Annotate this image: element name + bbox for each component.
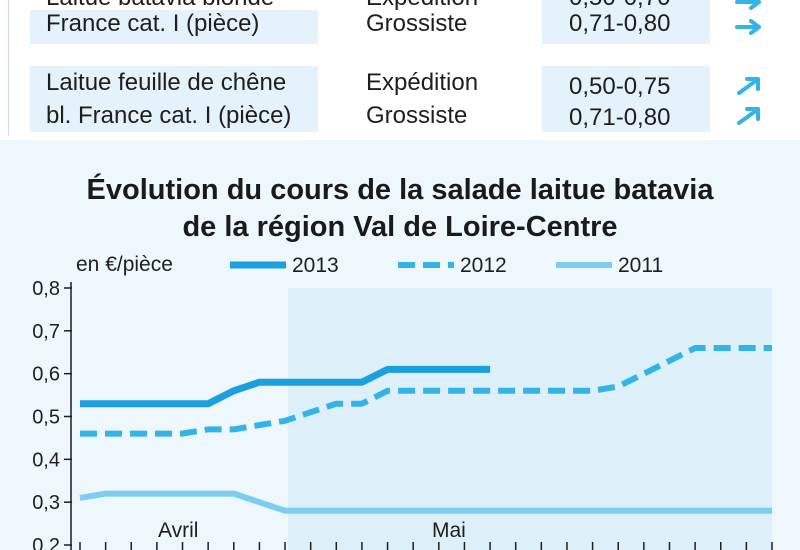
month-label: Avril: [158, 519, 198, 542]
legend-label-2011: 2011: [618, 254, 663, 277]
row-band: [30, 10, 318, 44]
may-period-shading: [288, 288, 772, 550]
price-line-1: 0,50-0,75: [569, 73, 671, 100]
stage-line-1: Expédition: [366, 0, 478, 14]
product-line-2: bl. France cat. I (pièce): [46, 102, 292, 129]
price-line-2: 0,71-0,80: [569, 104, 671, 131]
price-band: [542, 66, 710, 132]
series-line-2012: [80, 345, 772, 437]
chart-plot: 0,8 0,7 0,6 0,5 0,4 0,3 0,2 Avril Mai 2013 2012 201…: [32, 254, 773, 550]
y-tick-label: 0,8: [32, 278, 60, 300]
chart-title-line-1: Évolution du cours de la salade laitue b…: [86, 174, 714, 206]
legend-label-2012: 2012: [460, 254, 507, 277]
trend-up-icon: [737, 107, 760, 125]
series-line-2013: [80, 365, 491, 408]
y-tick-label: 0,2: [32, 535, 60, 550]
y-tick-label: 0,7: [32, 321, 60, 343]
month-label: Mai: [432, 519, 466, 542]
stage-line-2: Grossiste: [366, 10, 468, 37]
y-tick-label: 0,4: [32, 449, 60, 471]
chart-title-line-2: de la région Val de Loire-Centre: [182, 211, 618, 243]
legend-label-2013: 2013: [292, 254, 339, 277]
price-line-2: 0,71-0,80: [569, 10, 671, 37]
stage-line-2: Grossiste: [366, 102, 468, 129]
product-line-1: Laitue feuille de chêne: [46, 69, 287, 96]
trend-stable-icon: [735, 0, 761, 10]
y-tick-label: 0,5: [32, 407, 60, 429]
price-chart: Évolution du cours de la salade laitue b…: [0, 150, 800, 550]
price-table: Laitue batavia blonde France cat. I (piè…: [0, 0, 800, 140]
series-line-2011: [79, 490, 772, 514]
product-line-2: France cat. I (pièce): [46, 10, 260, 37]
y-axis-unit-label: en €/pièce: [76, 253, 173, 276]
y-tick-label: 0,3: [32, 492, 60, 514]
table-left-rule: [8, 0, 9, 136]
trend-stable-icon: [735, 19, 761, 35]
product-line-1: Laitue batavia blonde: [46, 0, 274, 14]
stage-line-1: Expédition: [366, 69, 479, 96]
price-line-1: 0,50-0,70: [569, 0, 670, 14]
row-band: [30, 66, 318, 132]
trend-up-icon: [737, 77, 760, 95]
price-band: [542, 0, 710, 44]
y-tick-label: 0,6: [32, 364, 60, 386]
